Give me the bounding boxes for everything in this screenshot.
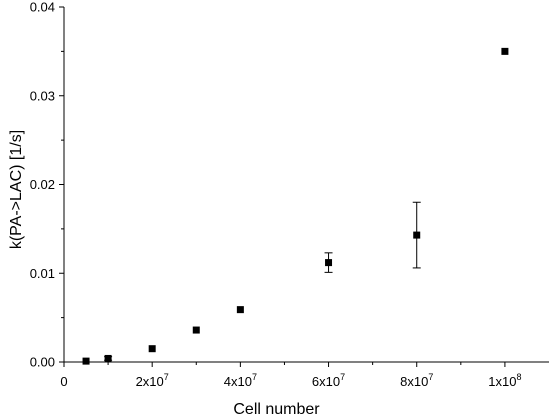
data-point <box>82 357 90 365</box>
data-point <box>325 259 333 267</box>
y-axis-title: k(PA->LAC) [1/s] <box>8 130 25 249</box>
data-point <box>148 345 156 353</box>
data-point <box>236 306 244 314</box>
x-tick-label: 1x108 <box>488 372 521 389</box>
x-tick-label: 4x107 <box>224 372 257 389</box>
x-tick-label: 0 <box>60 374 67 389</box>
y-axis-ticks: 0.00 0.01 0.02 0.03 0.04 <box>30 0 64 370</box>
plot-frame <box>63 7 549 363</box>
x-tick-label: 2x107 <box>136 372 169 389</box>
data-point <box>413 231 421 239</box>
data-point <box>192 326 200 334</box>
data-points <box>82 47 509 365</box>
y-tick-label: 0.01 <box>30 266 55 281</box>
y-tick-label: 0.04 <box>30 0 55 15</box>
y-tick-label: 0.03 <box>30 88 55 103</box>
y-tick-label: 0.02 <box>30 177 55 192</box>
data-point <box>104 354 112 362</box>
y-tick-label: 0.00 <box>30 355 55 370</box>
x-axis-title: Cell number <box>233 401 320 418</box>
data-point <box>501 47 509 55</box>
x-axis-ticks: 0 2x107 4x107 6x107 8x107 1x108 <box>60 362 522 389</box>
x-tick-label: 8x107 <box>400 372 433 389</box>
x-tick-label: 6x107 <box>312 372 345 389</box>
